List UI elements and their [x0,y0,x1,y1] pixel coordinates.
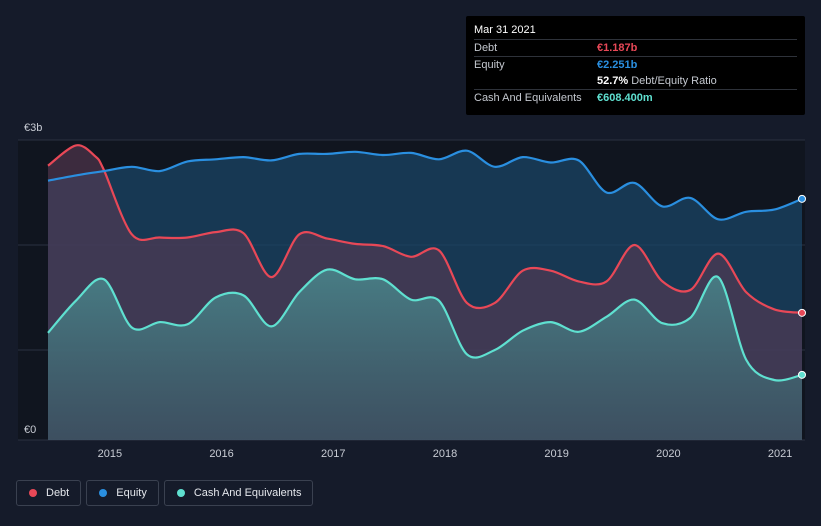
line-cash-and-equivalents [47,268,803,382]
legend-dot-icon [29,489,37,497]
tooltip-value-ratio: 52.7% [597,75,629,87]
series-end-markers [798,194,806,379]
tooltip-date: Mar 31 2021 [474,24,536,36]
tooltip-row-cash: Cash And Equivalents €608.400m [474,89,797,106]
x-tick-label: 2016 [209,448,233,460]
end-marker-equity [798,194,806,203]
tooltip-row-ratio: 52.7% Debt/Equity Ratio [474,73,797,89]
tooltip-ratio-label: Debt/Equity Ratio [631,75,717,87]
legend-item-cash[interactable]: Cash And Equivalents [163,480,314,506]
legend-label: Equity [116,487,147,499]
tooltip-value-debt: €1.187b [597,42,638,54]
x-tick-label: 2015 [98,448,122,460]
legend-item-equity[interactable]: Equity [86,480,159,506]
x-tick-label: 2018 [433,448,457,460]
x-axis: 2015 2016 2017 2018 2019 2020 2021 [98,448,793,460]
y-axis: €3b €0 [24,122,42,436]
legend-dot-icon [176,489,185,497]
y-tick-label: €3b [24,122,42,134]
tooltip-value-cash: €608.400m [597,92,653,104]
tooltip-key-cash: Cash And Equivalents [474,92,582,104]
legend-label: Debt [46,487,70,499]
tooltip-value-equity: €2.251b [597,59,638,71]
line-equity [47,149,803,221]
legend-label: Cash And Equivalents [193,487,302,499]
series-lines [47,144,803,382]
x-tick-label: 2020 [656,448,680,460]
x-tick-label: 2017 [321,448,345,460]
tooltip-key-ratio [474,73,597,89]
tooltip-key-equity: Equity [474,59,505,71]
tooltip-row-equity: Equity €2.251b [474,56,797,73]
end-marker-debt [798,308,806,317]
legend-dot-icon [99,489,108,497]
x-tick-label: 2019 [544,448,568,460]
x-tick-label: 2021 [768,448,792,460]
line-debt [47,144,803,314]
end-marker-cash-and-equivalents [798,370,806,379]
legend: Debt Equity Cash And Equivalents [16,480,314,506]
y-tick-label: €0 [24,424,36,436]
series-areas [48,145,802,441]
legend-item-debt[interactable]: Debt [16,480,82,506]
tooltip-panel: Mar 31 2021 Debt €1.187b Equity €2.251b … [466,16,805,115]
tooltip-key-debt: Debt [474,42,498,54]
tooltip-row-debt: Debt €1.187b [474,39,797,56]
